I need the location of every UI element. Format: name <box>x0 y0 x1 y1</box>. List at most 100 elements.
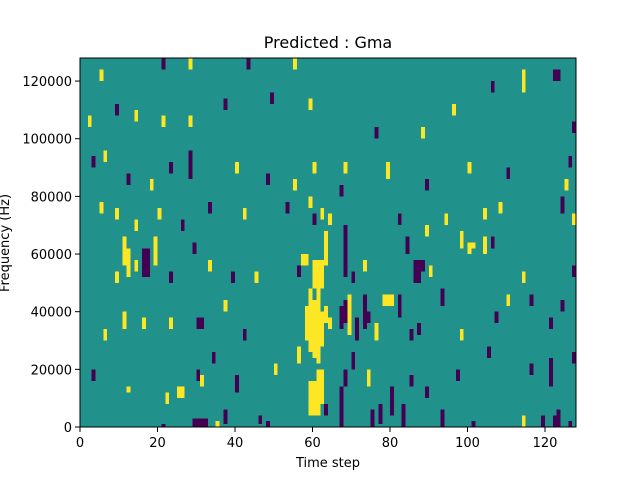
y-axis-title: Frequency (Hz) <box>0 194 13 292</box>
heatmap-cell-high <box>207 259 212 272</box>
heatmap-cell-low <box>417 323 422 335</box>
heatmap-cells <box>87 58 577 427</box>
heatmap-cell-low <box>556 69 561 82</box>
heatmap-cell-low <box>366 311 371 324</box>
heatmap-cell-low <box>200 418 205 427</box>
heatmap-cell-low <box>548 357 553 387</box>
heatmap-cell-low <box>91 369 96 381</box>
x-axis-title: Time step <box>295 456 360 471</box>
heatmap-cell-high <box>471 242 476 249</box>
heatmap-cell-high <box>390 294 394 306</box>
heatmap-cell-high <box>308 98 313 110</box>
heatmap-cell-low <box>378 403 383 425</box>
heatmap-cell-low <box>572 121 577 133</box>
heatmap-cell-high <box>142 317 146 329</box>
heatmap-cell-high <box>103 328 108 341</box>
heatmap-cell-low <box>235 375 239 393</box>
heatmap-cell-low <box>91 156 96 168</box>
heatmap-cell-high <box>126 248 131 278</box>
heatmap-cell-low <box>424 386 429 399</box>
heatmap-cell-low <box>312 213 317 226</box>
x-tick-label: 120 <box>533 436 558 451</box>
heatmap-cell-low <box>494 311 499 324</box>
heatmap-cell-high <box>87 115 92 128</box>
heatmap-cell-low <box>471 421 476 427</box>
heatmap-cell-high <box>320 259 325 289</box>
heatmap-cell-high <box>308 380 313 416</box>
heatmap-cell-low <box>490 236 495 249</box>
heatmap-cell-low <box>145 248 150 278</box>
heatmap-cell-high <box>467 161 472 174</box>
heatmap-cell-high <box>176 386 181 399</box>
heatmap-cell-high <box>498 202 503 214</box>
heatmap-cell-low <box>343 225 348 278</box>
heatmap-cell-low <box>560 300 565 312</box>
heatmap-cell-high <box>180 386 185 399</box>
heatmap-cell-low <box>409 328 414 341</box>
heatmap-cell-low <box>285 202 290 214</box>
heatmap-cell-high <box>242 207 247 220</box>
heatmap-cell-high <box>188 115 193 128</box>
heatmap-cell-high <box>382 294 387 306</box>
heatmap-cell-high <box>452 104 456 116</box>
heatmap-cell-low <box>417 259 422 283</box>
heatmap-cell-low <box>169 161 174 174</box>
heatmap-cell-high <box>297 346 301 364</box>
heatmap-cell-low <box>506 167 511 180</box>
heatmap-cell-high <box>122 236 127 266</box>
heatmap-cell-low <box>339 386 344 427</box>
heatmap-cell-low <box>266 173 270 185</box>
heatmap-cell-high <box>483 207 487 220</box>
heatmap-cell-high <box>428 265 433 278</box>
chart-title: Predicted : Gma <box>264 33 392 52</box>
heatmap-cell-low <box>548 317 553 329</box>
heatmap-cell-low <box>440 288 445 306</box>
heatmap-cell-low <box>486 346 491 358</box>
y-tick-label: 0 <box>64 421 72 436</box>
heatmap-cell-low <box>192 242 197 255</box>
heatmap-cell-low <box>161 58 166 70</box>
heatmap-cell-high <box>161 115 166 128</box>
heatmap-cell-high <box>134 109 139 122</box>
heatmap-cell-high <box>312 300 317 358</box>
heatmap-cell-high <box>320 311 325 347</box>
x-tick-label: 100 <box>455 436 480 451</box>
heatmap-cell-high <box>328 317 332 329</box>
heatmap-cell-high <box>304 254 309 266</box>
heatmap-cell-low <box>242 328 247 341</box>
heatmap-cell-high <box>304 305 309 341</box>
heatmap-cell-low <box>196 317 201 329</box>
heatmap-cell-low <box>413 259 418 283</box>
heatmap-cell-high <box>362 259 367 272</box>
heatmap-cell-low <box>560 196 565 214</box>
heatmap-cell-high <box>308 196 313 208</box>
heatmap-cell-high <box>564 179 569 191</box>
heatmap-cell-low <box>370 409 375 427</box>
heatmap-cell-high <box>316 259 321 289</box>
heatmap-cell-low <box>572 352 577 364</box>
heatmap-cell-high <box>293 179 298 191</box>
axes-frame <box>79 57 577 428</box>
heatmap-cell-low <box>440 409 445 427</box>
heatmap-cell-high <box>320 369 325 404</box>
heatmap-cell-low <box>568 421 573 427</box>
heatmap-cell-high <box>157 207 162 220</box>
heatmap-cell-low <box>211 352 216 364</box>
heatmap-cell-low <box>424 179 429 191</box>
heatmap-cell-high <box>114 271 119 283</box>
heatmap-cell-low <box>351 352 356 370</box>
heatmap-cell-low <box>339 305 344 329</box>
heatmap-cell-high <box>165 392 170 404</box>
heatmap-cell-high <box>114 207 119 220</box>
heatmap-cell-high <box>521 415 526 427</box>
heatmap-cell-high <box>320 207 325 220</box>
x-axis: 0 20 40 60 80 100 120 <box>76 427 558 451</box>
heatmap-cell-low <box>556 409 561 427</box>
heatmap-cell-low <box>355 317 360 341</box>
heatmap-cell-low <box>196 369 201 381</box>
heatmap-cell-high <box>316 369 321 416</box>
heatmap-cell-low <box>180 219 185 231</box>
heatmap-cell-low <box>200 317 205 329</box>
heatmap-cell-high <box>421 127 425 139</box>
